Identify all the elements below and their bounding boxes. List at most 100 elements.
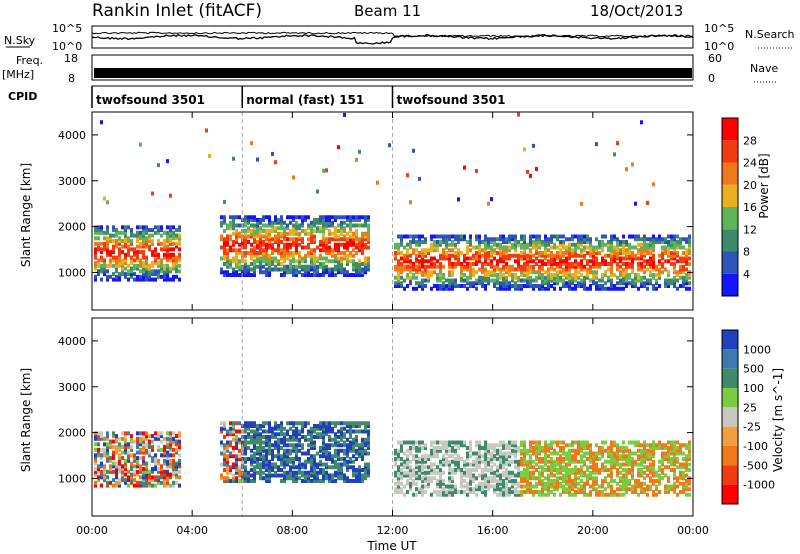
velocity-cell <box>493 490 496 494</box>
velocity-cell <box>556 459 559 464</box>
velocity-cell <box>271 426 274 431</box>
power-cell <box>535 278 538 283</box>
power-cell <box>157 255 160 260</box>
velocity-cell <box>547 465 550 470</box>
velocity-cell <box>280 454 283 459</box>
power-cell <box>481 240 484 244</box>
power-cell <box>331 220 334 225</box>
velocity-cell <box>436 451 439 456</box>
velocity-cell <box>676 465 679 470</box>
power-cell <box>349 237 352 242</box>
velocity-cell <box>481 459 484 464</box>
velocity-cell <box>493 484 496 489</box>
velocity-cell <box>661 459 664 464</box>
velocity-cell <box>319 459 322 464</box>
power-cell <box>316 245 319 250</box>
velocity-cell <box>589 490 592 494</box>
power-cell <box>94 252 97 257</box>
power-cell <box>652 240 655 244</box>
power-cell <box>499 281 502 286</box>
power-cell <box>610 270 613 275</box>
power-cell <box>559 286 562 291</box>
power-cell <box>439 284 442 288</box>
velocity-cell <box>244 424 247 428</box>
velocity-cell <box>442 454 445 459</box>
velocity-cell <box>310 429 313 434</box>
power-cell <box>508 273 511 277</box>
velocity-cell <box>499 454 502 459</box>
velocity-cell <box>337 473 340 478</box>
velocity-cell <box>529 481 532 486</box>
power-cell <box>442 256 445 261</box>
power-cell <box>421 281 424 286</box>
power-cell <box>652 275 655 280</box>
power-cell <box>244 264 247 269</box>
power-cell <box>406 264 409 269</box>
velocity-cell <box>676 479 679 483</box>
power-cell <box>550 240 553 244</box>
power-cell <box>517 112 520 117</box>
velocity-cell <box>640 462 643 467</box>
velocity-cell <box>160 464 163 469</box>
velocity-cell <box>571 470 574 475</box>
velocity-cell <box>565 490 568 494</box>
velocity-cell <box>406 440 409 445</box>
power-cell <box>574 284 577 288</box>
velocity-cell <box>595 443 598 448</box>
power-cell <box>172 225 175 230</box>
velocity-cell <box>640 473 643 478</box>
velocity-cell <box>97 434 100 439</box>
velocity-ylabel: Slant Range [km] <box>19 368 33 472</box>
velocity-cell <box>313 468 316 472</box>
power-cell <box>289 231 292 236</box>
power-cell <box>295 229 298 233</box>
power-cell <box>229 264 232 269</box>
power-cell <box>460 278 463 283</box>
power-cell <box>148 272 151 277</box>
power-cell <box>139 277 142 282</box>
power-cell <box>658 240 661 244</box>
power-cell <box>310 256 313 261</box>
velocity-cell <box>355 470 358 475</box>
power-cell <box>340 223 343 228</box>
power-cell <box>619 251 622 255</box>
velocity-cell <box>640 454 643 459</box>
power-cell <box>649 245 652 250</box>
velocity-cell <box>616 462 619 467</box>
velocity-cell <box>262 429 265 434</box>
power-cell <box>226 253 229 258</box>
power-cell <box>253 240 256 244</box>
power-cell <box>652 273 655 277</box>
power-cell <box>271 256 274 261</box>
velocity-cell <box>343 462 346 467</box>
power-cell <box>637 234 640 239</box>
power-cell <box>514 248 517 253</box>
power-cell <box>547 284 550 288</box>
velocity-cell <box>361 468 364 472</box>
velocity-cell <box>394 448 397 453</box>
velocity-cell <box>442 462 445 467</box>
velocity-cell <box>670 487 673 492</box>
velocity-cell <box>148 445 151 450</box>
velocity-cell <box>658 468 661 472</box>
velocity-cell <box>448 440 451 445</box>
velocity-cell <box>322 432 325 437</box>
velocity-cell <box>676 459 679 464</box>
power-cell <box>322 267 325 272</box>
velocity-cell <box>142 478 145 483</box>
power-cell <box>487 242 490 247</box>
power-cell <box>97 230 100 235</box>
velocity-cell <box>235 443 238 448</box>
power-cell <box>541 253 544 258</box>
power-cell <box>580 284 583 288</box>
power-cell <box>394 267 397 272</box>
power-cell <box>406 256 409 261</box>
velocity-cell <box>322 421 325 426</box>
power-cell <box>463 256 466 261</box>
velocity-cell <box>250 440 253 445</box>
power-cell <box>475 262 478 266</box>
velocity-cell <box>124 458 127 463</box>
power-cell <box>430 237 433 242</box>
power-cell <box>475 278 478 283</box>
velocity-cell <box>340 443 343 448</box>
